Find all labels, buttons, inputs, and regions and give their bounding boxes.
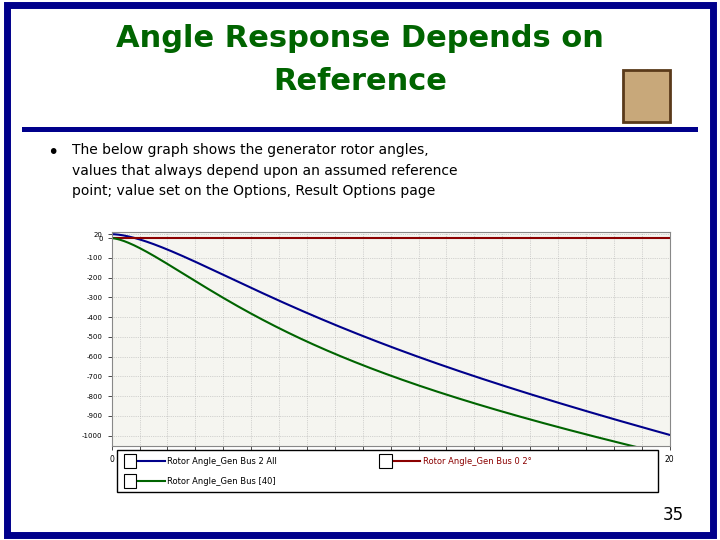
Text: Rotor Angle_Gen Bus 2 All: Rotor Angle_Gen Bus 2 All: [167, 456, 277, 465]
Text: Rotor Angle_Gen Bus [40]: Rotor Angle_Gen Bus [40]: [167, 477, 276, 486]
Text: Reference: Reference: [273, 68, 447, 97]
Bar: [22, 127, 698, 132]
Text: 35: 35: [663, 506, 684, 524]
Text: Rotor Angle_Gen Bus 0 2°: Rotor Angle_Gen Bus 0 2°: [423, 456, 531, 465]
Bar: [124, 474, 136, 488]
Text: •: •: [47, 143, 58, 162]
Bar: [124, 454, 136, 468]
Text: The below graph shows the generator rotor angles,
values that always depend upon: The below graph shows the generator roto…: [72, 143, 457, 198]
Bar: [379, 454, 392, 468]
Text: Angle Response Depends on: Angle Response Depends on: [116, 24, 604, 53]
Bar: [623, 70, 670, 122]
